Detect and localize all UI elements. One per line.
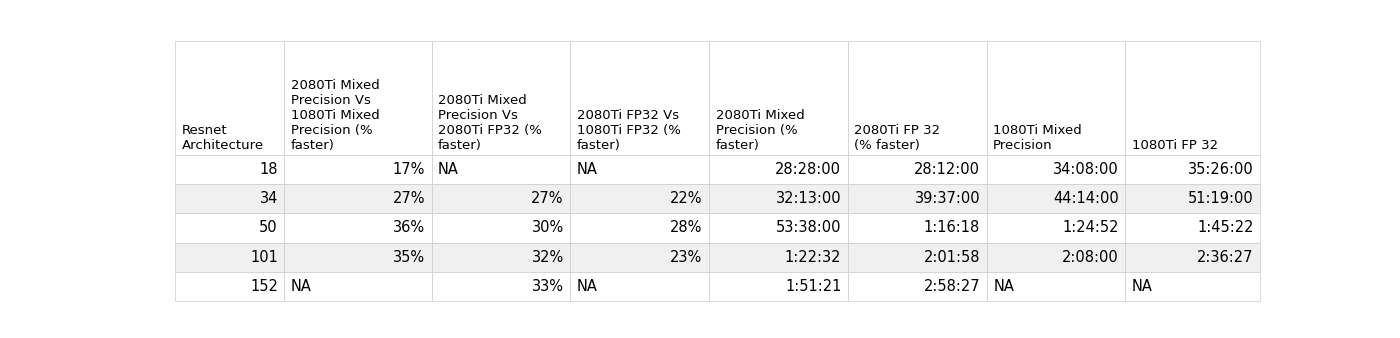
Bar — [431, 213, 570, 243]
Text: 2:36:27: 2:36:27 — [1197, 249, 1253, 265]
Bar — [708, 213, 848, 243]
Text: 1080Ti Mixed
Precision: 1080Ti Mixed Precision — [993, 124, 1082, 152]
Text: 39:37:00: 39:37:00 — [914, 191, 980, 206]
Bar — [1126, 41, 1260, 155]
Bar — [848, 272, 987, 301]
Text: 2080Ti FP32 Vs
1080Ti FP32 (%
faster): 2080Ti FP32 Vs 1080Ti FP32 (% faster) — [577, 109, 680, 152]
Text: 35%: 35% — [393, 249, 426, 265]
Text: 2:58:27: 2:58:27 — [924, 279, 980, 294]
Bar — [1126, 243, 1260, 272]
Bar — [431, 243, 570, 272]
Text: NA: NA — [577, 279, 598, 294]
Bar — [848, 213, 987, 243]
Bar — [570, 184, 708, 213]
Text: 17%: 17% — [392, 162, 426, 177]
Bar — [175, 41, 284, 155]
Bar — [570, 41, 708, 155]
Bar — [284, 213, 431, 243]
Text: 2080Ti Mixed
Precision Vs
1080Ti Mixed
Precision (%
faster): 2080Ti Mixed Precision Vs 1080Ti Mixed P… — [291, 79, 379, 152]
Text: 28:28:00: 28:28:00 — [776, 162, 841, 177]
Bar — [987, 184, 1126, 213]
Text: 23%: 23% — [671, 249, 703, 265]
Bar — [708, 243, 848, 272]
Text: 1:24:52: 1:24:52 — [1063, 220, 1119, 236]
Text: 101: 101 — [251, 249, 277, 265]
Bar — [431, 272, 570, 301]
Text: 36%: 36% — [393, 220, 426, 236]
Text: 2:01:58: 2:01:58 — [924, 249, 980, 265]
Bar — [431, 41, 570, 155]
Text: 50: 50 — [259, 220, 277, 236]
Text: 152: 152 — [251, 279, 277, 294]
Text: 34:08:00: 34:08:00 — [1053, 162, 1119, 177]
Bar — [175, 213, 284, 243]
Bar — [848, 184, 987, 213]
Bar — [431, 184, 570, 213]
Text: 34: 34 — [259, 191, 277, 206]
Text: Resnet
Architecture: Resnet Architecture — [182, 124, 263, 152]
Bar — [175, 184, 284, 213]
Text: 18: 18 — [259, 162, 277, 177]
Text: 44:14:00: 44:14:00 — [1053, 191, 1119, 206]
Text: 22%: 22% — [671, 191, 703, 206]
Bar — [1126, 155, 1260, 184]
Bar — [708, 155, 848, 184]
Bar — [284, 155, 431, 184]
Text: NA: NA — [438, 162, 459, 177]
Text: 2080Ti Mixed
Precision (%
faster): 2080Ti Mixed Precision (% faster) — [715, 109, 805, 152]
Bar — [1126, 213, 1260, 243]
Text: NA: NA — [993, 279, 1014, 294]
Text: 2:08:00: 2:08:00 — [1063, 249, 1119, 265]
Text: 1:45:22: 1:45:22 — [1197, 220, 1253, 236]
Bar — [1126, 272, 1260, 301]
Bar — [987, 41, 1126, 155]
Text: 33%: 33% — [532, 279, 564, 294]
Text: 32:13:00: 32:13:00 — [776, 191, 841, 206]
Text: 2080Ti Mixed
Precision Vs
2080Ti FP32 (%
faster): 2080Ti Mixed Precision Vs 2080Ti FP32 (%… — [438, 94, 542, 152]
Bar — [570, 155, 708, 184]
Text: 28%: 28% — [671, 220, 703, 236]
Bar — [431, 155, 570, 184]
Bar — [987, 213, 1126, 243]
Bar — [570, 272, 708, 301]
Bar — [175, 243, 284, 272]
Bar — [1126, 184, 1260, 213]
Text: 53:38:00: 53:38:00 — [776, 220, 841, 236]
Text: 1:51:21: 1:51:21 — [785, 279, 841, 294]
Text: 35:26:00: 35:26:00 — [1187, 162, 1253, 177]
Text: 1:22:32: 1:22:32 — [785, 249, 841, 265]
Text: 27%: 27% — [532, 191, 564, 206]
Text: 2080Ti FP 32
(% faster): 2080Ti FP 32 (% faster) — [854, 124, 941, 152]
Text: 51:19:00: 51:19:00 — [1187, 191, 1253, 206]
Text: NA: NA — [577, 162, 598, 177]
Bar — [175, 272, 284, 301]
Bar — [848, 243, 987, 272]
Text: NA: NA — [291, 279, 312, 294]
Text: 27%: 27% — [392, 191, 426, 206]
Bar — [284, 184, 431, 213]
Bar — [175, 155, 284, 184]
Bar — [284, 41, 431, 155]
Bar — [708, 272, 848, 301]
Bar — [708, 41, 848, 155]
Bar — [570, 243, 708, 272]
Text: 32%: 32% — [532, 249, 564, 265]
Bar — [284, 243, 431, 272]
Bar — [848, 41, 987, 155]
Text: 1080Ti FP 32: 1080Ti FP 32 — [1133, 139, 1218, 152]
Bar — [848, 155, 987, 184]
Bar — [284, 272, 431, 301]
Text: 30%: 30% — [532, 220, 564, 236]
Text: NA: NA — [1133, 279, 1152, 294]
Text: 1:16:18: 1:16:18 — [924, 220, 980, 236]
Bar — [987, 243, 1126, 272]
Bar — [570, 213, 708, 243]
Bar — [708, 184, 848, 213]
Bar — [987, 272, 1126, 301]
Text: 28:12:00: 28:12:00 — [914, 162, 980, 177]
Bar — [987, 155, 1126, 184]
